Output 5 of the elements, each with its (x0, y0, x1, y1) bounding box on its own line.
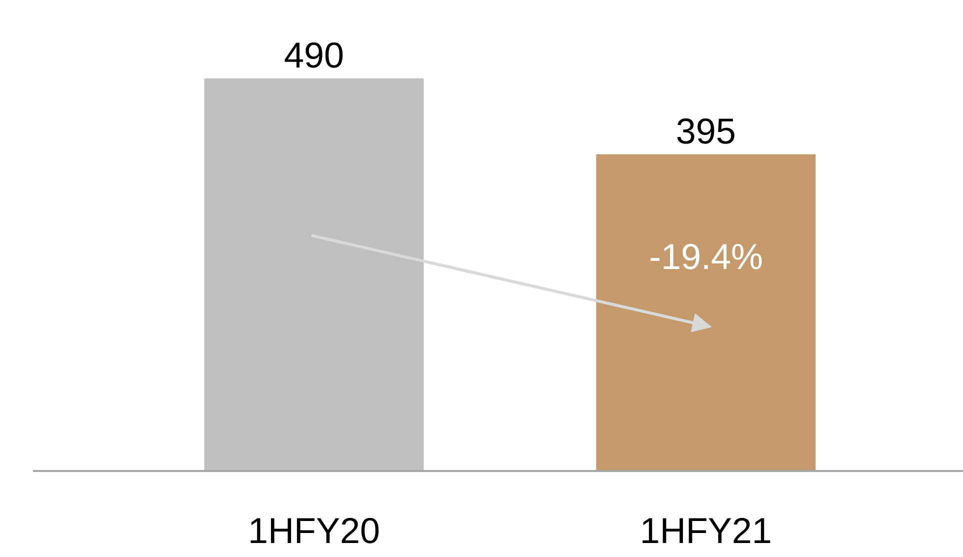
annotation: -19.4% (649, 236, 764, 277)
x-tick-label: 1HFY20 (248, 510, 380, 552)
x-tick-label: 1HFY21 (640, 510, 772, 552)
data-label: 395 (676, 110, 736, 152)
data-label: 490 (284, 34, 344, 76)
